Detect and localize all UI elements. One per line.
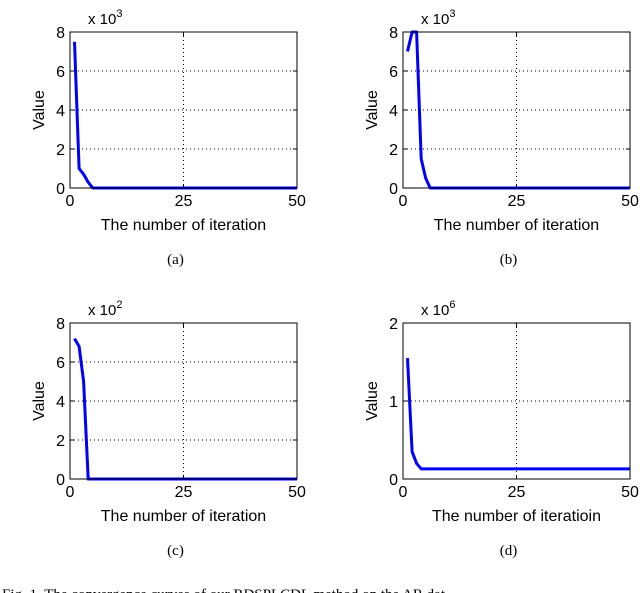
- y-tick-label: 8: [56, 316, 65, 333]
- x-tick-label: 25: [175, 193, 193, 210]
- x-tick-label: 50: [621, 193, 639, 210]
- y-tick-label: 0: [56, 181, 65, 198]
- x-tick-label: 50: [621, 484, 639, 501]
- axis-multiplier: x 102: [88, 299, 122, 319]
- panel-caption: (a): [167, 252, 184, 268]
- y-axis-label: Value: [364, 90, 381, 130]
- x-axis-label: The number of iteration: [101, 217, 266, 234]
- y-tick-label: 0: [56, 472, 65, 489]
- x-axis-label: The number of iteration: [434, 217, 599, 234]
- y-tick-label: 0: [389, 181, 398, 198]
- x-tick-label: 25: [508, 484, 526, 501]
- series-line-1: [406, 358, 630, 471]
- x-tick-label: 0: [399, 193, 408, 210]
- y-tick-label: 2: [56, 142, 65, 159]
- axis-multiplier: x 106: [421, 299, 455, 319]
- panel-caption: (b): [500, 252, 518, 268]
- chart-panel-4: 0 25 50 0 1 2 x 106 The number of iteratioin Val…: [364, 299, 639, 559]
- chart-panel-2: 0 25 50 0 2 4 6 8 x 103 The number of iteration Va…: [364, 8, 639, 268]
- series-line-1: [406, 30, 630, 190]
- chart-panel-3: 0 25 50 0 2 4 6 8 x 102 The number of iteration Va…: [31, 299, 306, 559]
- series-line-1: [73, 337, 297, 481]
- y-tick-label: 2: [56, 433, 65, 450]
- panel-caption: (d): [500, 543, 518, 559]
- x-tick-label: 0: [66, 484, 75, 501]
- y-tick-label: 4: [56, 103, 65, 120]
- y-axis-label: Value: [31, 381, 48, 421]
- y-tick-label: 6: [389, 64, 398, 81]
- y-tick-label: 0: [389, 472, 398, 489]
- panel-caption: (c): [167, 543, 184, 559]
- x-axis-label: The number of iteration: [101, 508, 266, 525]
- y-tick-label: 4: [389, 103, 398, 120]
- y-tick-label: 2: [389, 316, 398, 333]
- y-tick-label: 1: [389, 394, 398, 411]
- chart-panel-1: 0 25 50 0 2 4 6 8 x 103 The number of iteration Va…: [31, 8, 306, 268]
- y-tick-label: 4: [56, 394, 65, 411]
- y-tick-label: 2: [389, 142, 398, 159]
- axis-multiplier: x 103: [421, 8, 455, 28]
- y-axis-label: Value: [364, 381, 381, 421]
- y-tick-label: 8: [389, 25, 398, 42]
- y-tick-label: 8: [56, 25, 65, 42]
- x-tick-label: 50: [288, 484, 306, 501]
- x-tick-label: 0: [399, 484, 408, 501]
- y-axis-label: Value: [31, 90, 48, 130]
- x-tick-label: 50: [288, 193, 306, 210]
- y-tick-label: 6: [56, 64, 65, 81]
- series-line-1: [73, 41, 297, 190]
- x-axis-label: The number of iteratioin: [432, 508, 601, 525]
- x-tick-label: 0: [66, 193, 75, 210]
- x-tick-label: 25: [175, 484, 193, 501]
- figure-caption: Fig. 1. The convergence curves of our RD…: [2, 587, 446, 593]
- axis-multiplier: x 103: [88, 8, 122, 28]
- x-tick-label: 25: [508, 193, 526, 210]
- y-tick-label: 6: [56, 355, 65, 372]
